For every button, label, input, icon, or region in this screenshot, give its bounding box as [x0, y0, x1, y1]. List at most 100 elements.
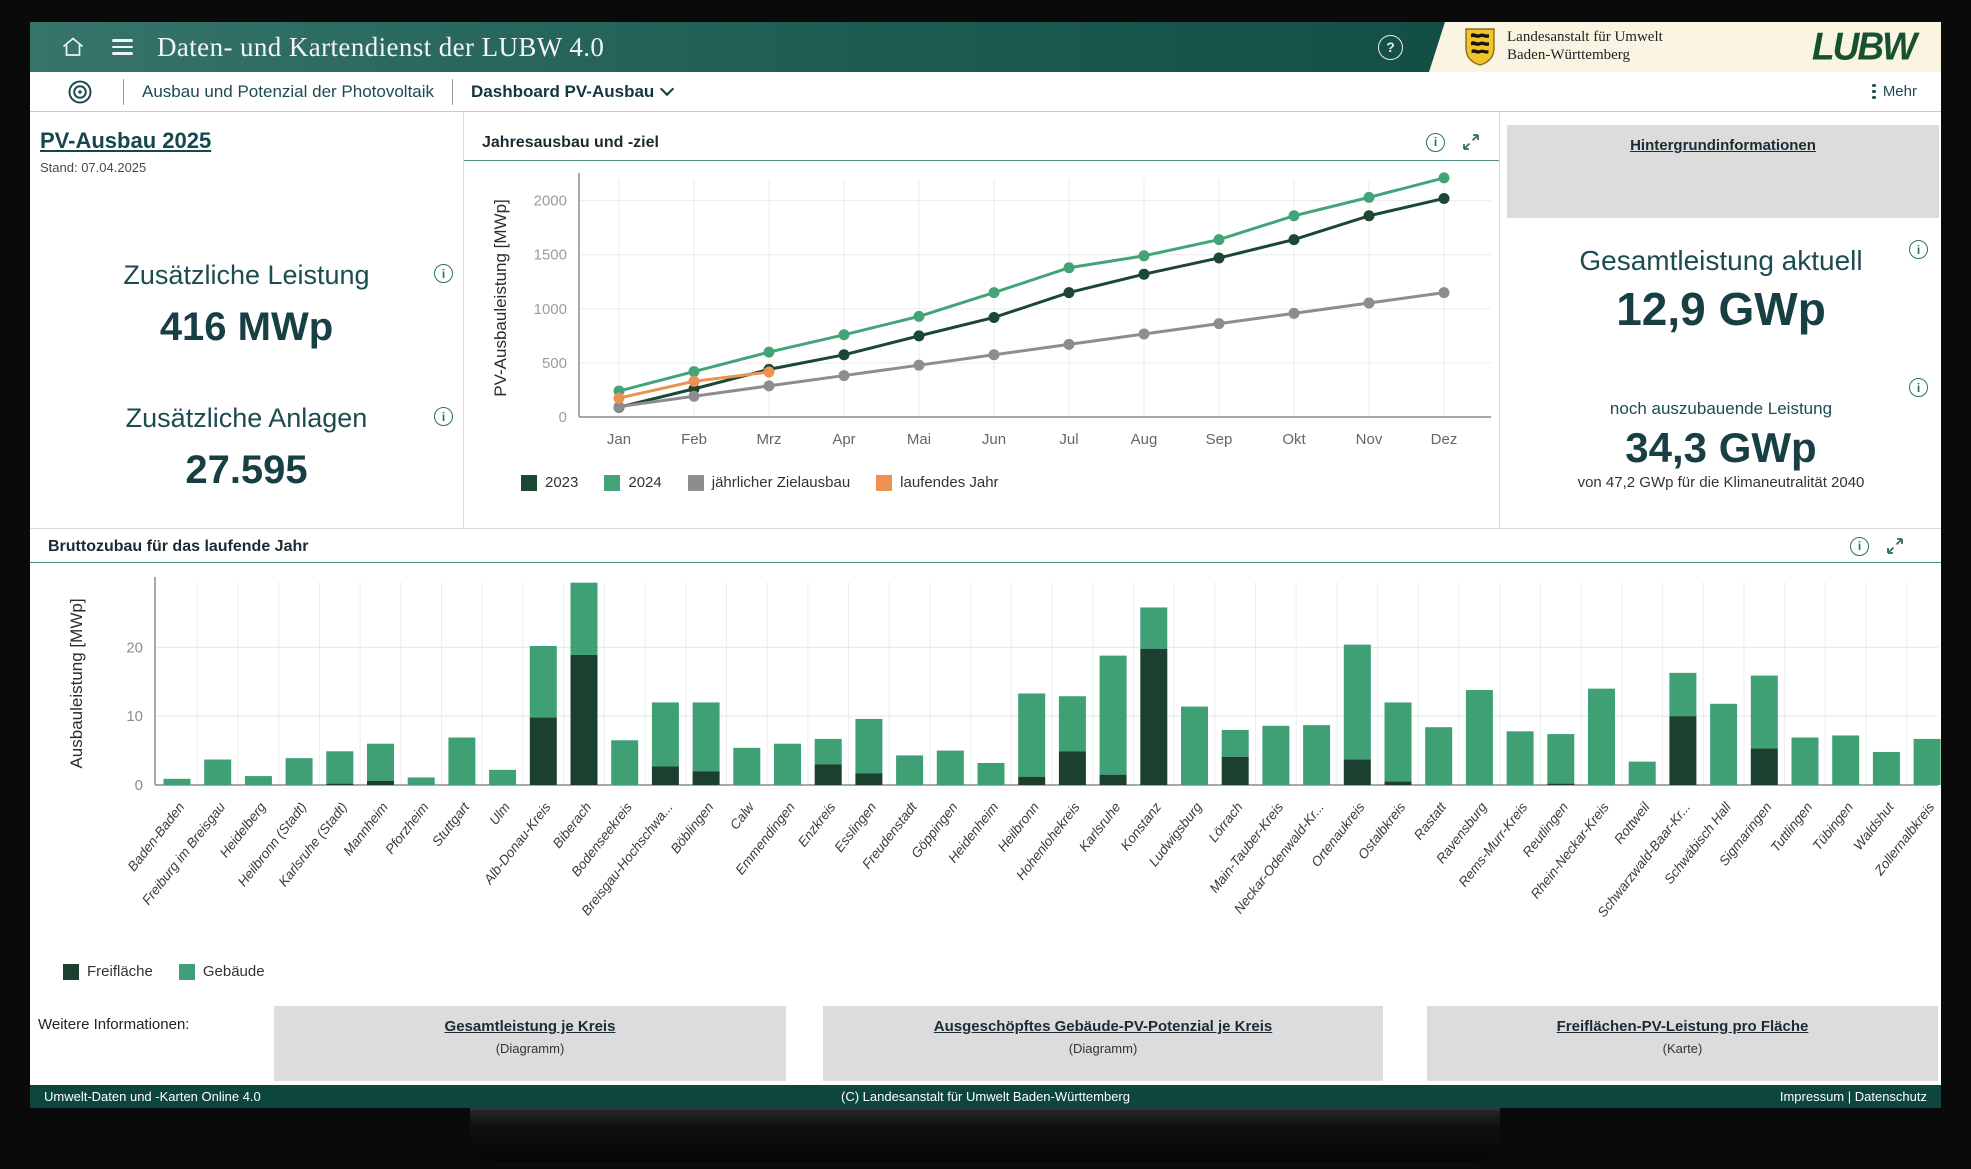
app-window: Daten- und Kartendienst der LUBW 4.0 ? L…	[30, 22, 1941, 1108]
brand-area: Landesanstalt für Umwelt Baden-Württembe…	[1429, 22, 1941, 72]
org-name: Landesanstalt für Umwelt Baden-Württembe…	[1507, 29, 1663, 63]
bar-chart: 0 10 20 Baden-Baden Freiburg im Breisgau Heid…	[30, 569, 1941, 956]
svg-text:1000: 1000	[534, 301, 567, 318]
svg-text:Enzkreis: Enzkreis	[795, 799, 839, 849]
remaining-power-subtext: von 47,2 GWp für die Klimaneutralität 20…	[1577, 474, 1865, 491]
svg-text:Tübingen: Tübingen	[1810, 800, 1856, 854]
svg-text:Jan: Jan	[607, 431, 631, 448]
kebab-icon	[1872, 83, 1876, 100]
footer: (C) Landesanstalt für Umwelt Baden-Württ…	[30, 1085, 1941, 1108]
svg-text:PV-Ausbauleistung [MWp]: PV-Ausbauleistung [MWp]	[491, 199, 510, 396]
svg-text:Lörrach: Lörrach	[1206, 800, 1246, 845]
svg-text:Dez: Dez	[1431, 431, 1458, 448]
status-date: Stand: 07.04.2025	[40, 160, 147, 175]
svg-text:500: 500	[542, 355, 567, 372]
legend-item: laufendes Jahr	[876, 474, 999, 491]
expand-icon[interactable]	[1885, 536, 1905, 556]
legend-item: jährlicher Zielausbau	[687, 474, 850, 491]
info-icon[interactable]: i	[1909, 378, 1928, 397]
svg-text:Nov: Nov	[1356, 431, 1383, 448]
background-info-link[interactable]: Hintergrundinformationen	[1630, 137, 1816, 154]
monitor-stand	[470, 1108, 1500, 1162]
current-dashboard-dropdown[interactable]: Dashboard PV-Ausbau	[471, 81, 675, 102]
legend-item: 2023	[521, 474, 578, 491]
svg-text:Calw: Calw	[727, 799, 758, 833]
secondary-nav: Ausbau und Potenzial der Photovoltaik Da…	[30, 72, 1941, 112]
kpi-additional-plants: Zusätzliche Anlagen 27.595	[125, 403, 368, 492]
svg-text:Ulm: Ulm	[486, 800, 513, 828]
more-info-label: Weitere Informationen:	[38, 1016, 190, 1033]
info-icon[interactable]: i	[1909, 240, 1928, 259]
svg-text:1500: 1500	[534, 247, 567, 264]
bar-chart-card: Bruttozubau für das laufende Jahr i 0 10 2…	[30, 528, 1941, 993]
bar-chart-header: Bruttozubau für das laufende Jahr i	[30, 529, 1941, 563]
line-chart-title: Jahresausbau und -ziel	[482, 134, 659, 151]
footer-app-name: Umwelt-Daten und -Karten Online 4.0	[44, 1089, 261, 1104]
svg-text:Stuttgart: Stuttgart	[429, 799, 473, 849]
line-chart: Jan Feb Mrz Apr Mai Jun Jul Aug Sep Okt Nov Dez 0 500…	[464, 165, 1499, 465]
svg-text:0: 0	[135, 777, 143, 794]
legend-item: 2024	[604, 474, 662, 491]
info-icon[interactable]: i	[1850, 536, 1869, 556]
breadcrumb[interactable]: Ausbau und Potenzial der Photovoltaik	[142, 81, 435, 101]
info-icon[interactable]: i	[1426, 132, 1445, 152]
legend-item: Gebäude	[178, 963, 265, 980]
bar-chart-legend: Freifläche Gebäude	[63, 963, 265, 980]
svg-text:Feb: Feb	[681, 431, 707, 448]
remaining-power-label: noch auszubauende Leistung	[1609, 399, 1833, 418]
more-info-row: Weitere Informationen: Gesamtleistung je…	[30, 1006, 1941, 1082]
menu-icon[interactable]	[112, 39, 133, 55]
svg-text:Sep: Sep	[1206, 431, 1233, 448]
kpi-additional-power: Zusätzliche Leistung 416 MWp	[123, 260, 370, 349]
nav-divider	[452, 78, 454, 105]
bw-coat-of-arms	[1465, 28, 1495, 66]
summary-panel: Hintergrundinformationen i Gesamtleistun…	[1501, 112, 1941, 528]
svg-text:Main-Tauber-Kreis: Main-Tauber-Kreis	[1207, 799, 1287, 895]
total-power-label: Gesamtleistung aktuell	[1579, 245, 1863, 276]
more-menu[interactable]: Mehr	[1872, 83, 1917, 100]
footer-copyright: (C) Landesanstalt für Umwelt Baden-Württ…	[840, 1089, 1130, 1104]
expand-icon[interactable]	[1461, 132, 1481, 152]
svg-text:Rottweil: Rottweil	[1611, 799, 1653, 847]
svg-text:Mai: Mai	[907, 431, 931, 448]
svg-text:Tuttlingen: Tuttlingen	[1768, 800, 1816, 855]
svg-text:Biberach: Biberach	[550, 800, 595, 851]
link-box-gebaeude-potenzial[interactable]: Ausgeschöpftes Gebäude-PV-Potenzial je K…	[823, 1006, 1383, 1081]
svg-text:Jun: Jun	[982, 431, 1006, 448]
svg-text:10: 10	[126, 708, 143, 725]
svg-text:Ausbauleistung [MWp]: Ausbauleistung [MWp]	[67, 598, 86, 768]
svg-text:Apr: Apr	[832, 431, 855, 448]
bullseye-icon[interactable]	[67, 79, 93, 105]
bar-chart-title: Bruttozubau für das laufende Jahr	[48, 538, 309, 555]
page-title[interactable]: PV-Ausbau 2025	[40, 128, 212, 153]
svg-text:20: 20	[126, 639, 143, 656]
svg-text:Karlsruhe: Karlsruhe	[1076, 800, 1123, 855]
svg-text:Mrz: Mrz	[757, 431, 782, 448]
home-icon[interactable]	[60, 34, 86, 60]
lubw-logo: LUBW	[1812, 24, 1917, 68]
svg-text:Okt: Okt	[1282, 431, 1306, 448]
app-title: Daten- und Kartendienst der LUBW 4.0	[157, 31, 605, 62]
help-icon[interactable]: ?	[1378, 34, 1403, 60]
remaining-power-value: 34,3 GWp	[1625, 424, 1817, 471]
info-icon[interactable]: i	[434, 264, 453, 283]
line-chart-header: Jahresausbau und -ziel i	[464, 112, 1499, 161]
svg-text:Jul: Jul	[1059, 431, 1078, 448]
svg-text:Aug: Aug	[1131, 431, 1158, 448]
line-chart-card: Jahresausbau und -ziel i Jan Feb Mrz Apr Mai…	[463, 112, 1500, 528]
svg-text:Rastatt: Rastatt	[1411, 799, 1450, 843]
svg-text:0: 0	[559, 409, 567, 426]
background-info-box[interactable]: Hintergrundinformationen	[1507, 125, 1939, 218]
nav-divider	[123, 78, 124, 105]
kpi-panel: PV-Ausbau 2025 Stand: 07.04.2025 Zusätzl…	[30, 112, 463, 528]
info-icon[interactable]: i	[434, 407, 453, 426]
svg-text:Böblingen: Böblingen	[668, 800, 717, 857]
svg-text:Rhein-Neckar-Kreis: Rhein-Neckar-Kreis	[1528, 799, 1612, 901]
chevron-down-icon	[660, 81, 675, 97]
svg-text:2000: 2000	[534, 193, 567, 210]
link-box-gesamtleistung[interactable]: Gesamtleistung je Kreis (Diagramm)	[274, 1006, 786, 1081]
line-chart-legend: 2023 2024 jährlicher Zielausbau laufende…	[521, 474, 999, 491]
link-box-freiflaechen[interactable]: Freiflächen-PV-Leistung pro Fläche (Kart…	[1427, 1006, 1938, 1081]
total-power-value: 12,9 GWp	[1616, 283, 1826, 335]
footer-legal-links[interactable]: Impressum | Datenschutz	[1779, 1089, 1927, 1104]
